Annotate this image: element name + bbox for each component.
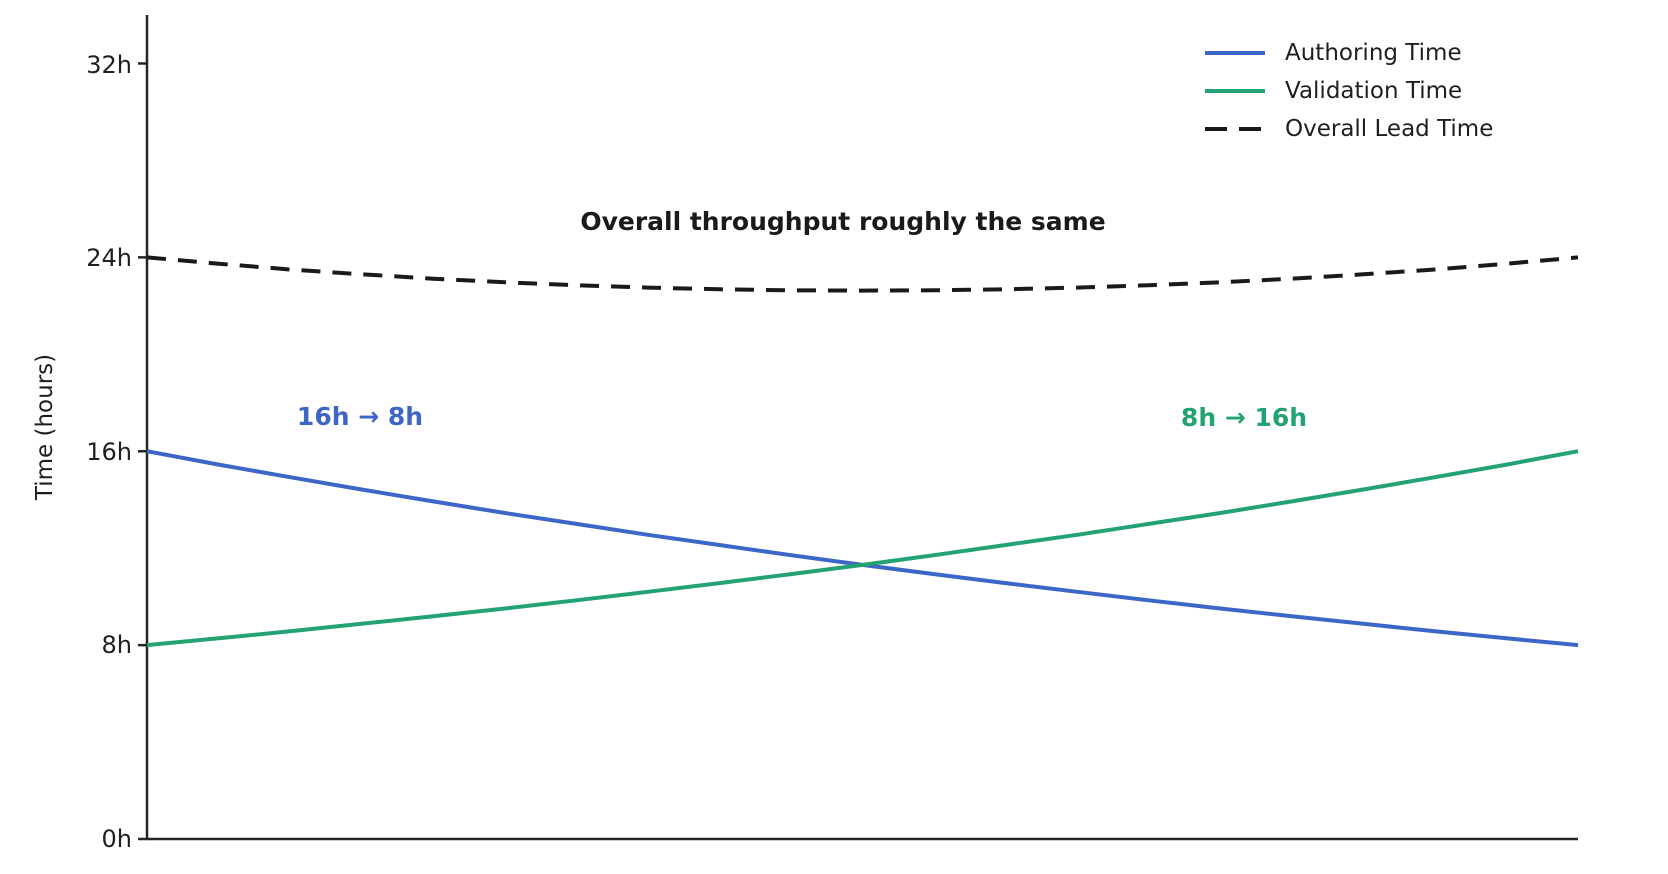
y-axis-title: Time (hours) (32, 353, 58, 501)
legend-label-overall-lead-time: Overall Lead Time (1285, 115, 1494, 142)
legend-entry-authoring-time: Authoring Time (1205, 36, 1493, 69)
validation-time-line (146, 449, 1579, 648)
y-tick-label-24h: 24h (86, 244, 132, 272)
authoring-time-line (146, 449, 1579, 648)
legend-entry-overall-lead-time: Overall Lead Time (1205, 112, 1493, 145)
legend: Authoring Time Validation Time Overall L… (1205, 36, 1493, 150)
validation-time-swatch (1205, 88, 1265, 93)
validation-change-annotation: 8h → 16h (1180, 403, 1308, 432)
authoring-time-swatch (1205, 50, 1265, 55)
overall-throughput-annotation: Overall throughput roughly the same (580, 207, 1106, 236)
y-tick-label-8h: 8h (101, 631, 132, 659)
y-tick-label-0h: 0h (101, 825, 132, 853)
overall-lead-time-line (146, 255, 1579, 293)
y-tick-label-16h: 16h (86, 438, 132, 466)
overall-lead-time-swatch (1205, 126, 1265, 131)
legend-label-validation-time: Validation Time (1285, 77, 1463, 104)
y-tick-label-32h: 32h (86, 51, 132, 79)
legend-label-authoring-time: Authoring Time (1285, 39, 1462, 66)
authoring-change-annotation: 16h → 8h (296, 402, 424, 431)
legend-entry-validation-time: Validation Time (1205, 74, 1493, 107)
